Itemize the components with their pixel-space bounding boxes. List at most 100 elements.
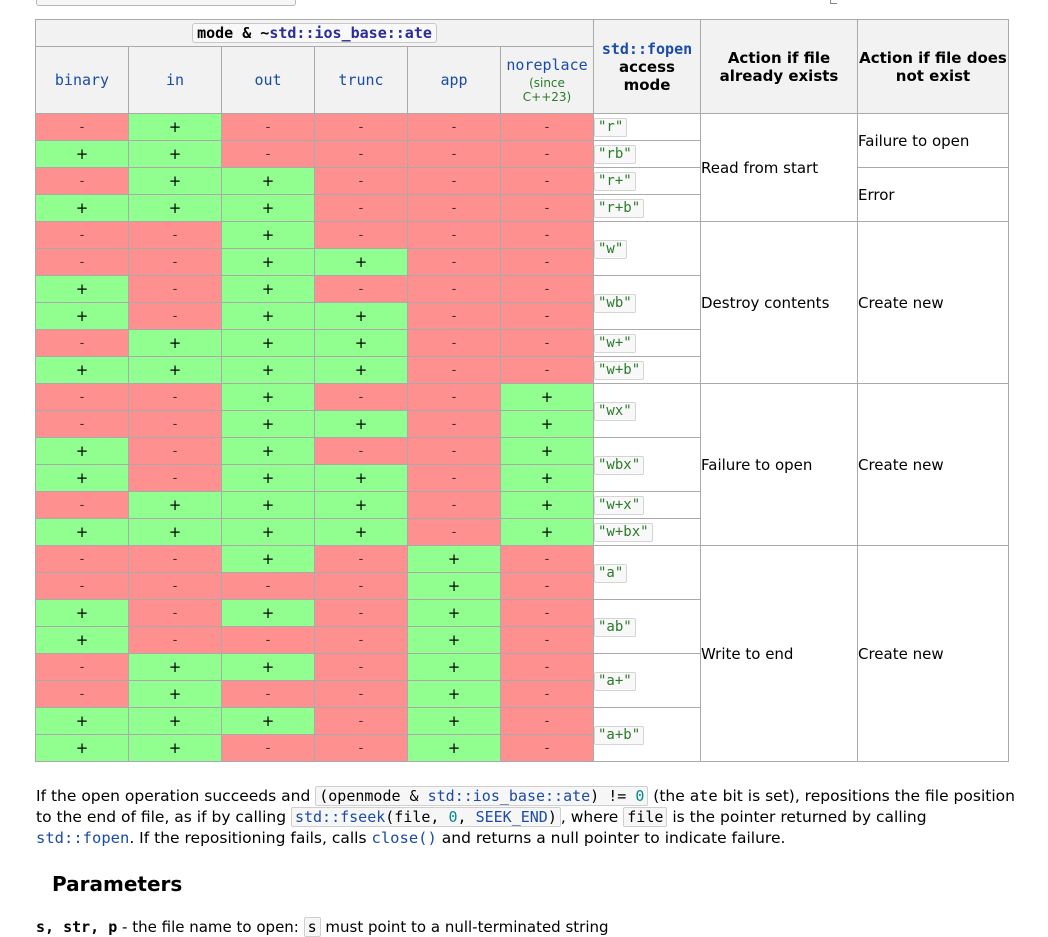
action-exists-cell: Read from start: [700, 113, 858, 222]
flag-cell-in: -: [128, 302, 222, 330]
flag-cell-trunc: -: [314, 140, 408, 168]
flag-cell-trunc: -: [314, 194, 408, 222]
seek-end-link[interactable]: SEEK_END: [475, 808, 548, 826]
parameter-desc-rest: must point to a null-terminated string: [320, 918, 609, 936]
flag-cell-trunc: +: [314, 356, 408, 384]
flag-cell-binary: +: [35, 626, 129, 654]
flag-cell-in: +: [128, 518, 222, 546]
flag-header-noreplace[interactable]: noreplace (since C++23): [500, 46, 594, 114]
fopen-mode-cell: "ab": [593, 599, 701, 654]
flag-cell-binary: +: [35, 518, 129, 546]
flag-cell-app: -: [407, 518, 501, 546]
table-body: - + - - - - "r" Read from start Failure to open +…: [35, 113, 1009, 762]
flag-cell-out: +: [221, 599, 315, 627]
flag-cell-trunc: -: [314, 383, 408, 411]
flag-cell-trunc: +: [314, 248, 408, 276]
flag-cell-out: +: [221, 221, 315, 249]
flag-cell-trunc: +: [314, 302, 408, 330]
flag-cell-in: +: [128, 194, 222, 222]
flag-header-binary[interactable]: binary: [35, 46, 129, 114]
fopen-mode-cell: "r+": [593, 167, 701, 195]
flag-cell-out: -: [221, 734, 315, 762]
flag-header-out[interactable]: out: [221, 46, 315, 114]
flag-cell-app: -: [407, 140, 501, 168]
flag-cell-in: -: [128, 275, 222, 303]
fopen-mode-cell: "r": [593, 113, 701, 141]
para-text-7: and returns a null pointer to indicate f…: [436, 829, 786, 847]
table-row: + + - - + -: [35, 734, 1009, 762]
fopen-mode-string: "wbx": [594, 455, 645, 475]
since-version: C++23): [522, 90, 572, 104]
table-row: - - + - - + "wx" Failure to open Create new: [35, 383, 1009, 546]
flag-cell-in: -: [128, 545, 222, 573]
fopen-mode-string: "w": [594, 239, 628, 259]
fopen-mode-string: "r": [594, 118, 628, 137]
flag-cell-out: +: [221, 167, 315, 195]
fopen-mode-string: "a": [594, 563, 628, 583]
flag-cell-binary: -: [35, 653, 129, 681]
table-row: + - - - + -: [35, 626, 1009, 654]
flag-header-trunc[interactable]: trunc: [314, 46, 408, 114]
flag-cell-in: -: [128, 221, 222, 249]
flag-cell-in: +: [128, 140, 222, 168]
fopen-mode-string: "r+b": [594, 199, 645, 218]
flag-cell-binary: +: [35, 194, 129, 222]
fopen-mode-header: std::fopen access mode: [593, 19, 701, 114]
flag-cell-binary: +: [35, 356, 129, 384]
fopen-link[interactable]: std::fopen: [601, 39, 693, 58]
close-link[interactable]: close(): [371, 829, 437, 847]
flag-cell-binary: -: [35, 572, 129, 600]
flag-cell-in: -: [128, 437, 222, 465]
flag-cell-binary: -: [35, 248, 129, 276]
flag-cell-out: +: [221, 383, 315, 411]
table-row: - - - - + -: [35, 572, 1009, 600]
inline-code-openmode: (openmode & std::ios_base::ate) != 0: [315, 786, 649, 806]
flag-cell-in: +: [128, 653, 222, 681]
since-label: (since: [529, 76, 565, 90]
flag-cell-out: +: [221, 194, 315, 222]
flag-header-app[interactable]: app: [407, 46, 501, 114]
flag-cell-binary: -: [35, 383, 129, 411]
flag-cell-binary: -: [35, 491, 129, 519]
flag-cell-out: -: [221, 680, 315, 708]
noreplace-label[interactable]: noreplace: [506, 56, 588, 74]
fopen-mode-cell: "w+": [593, 329, 701, 357]
flag-cell-in: -: [128, 464, 222, 492]
action-not-exist-cell: Error: [857, 167, 1009, 222]
flag-cell-app: -: [407, 275, 501, 303]
table-row: + - + + - +: [35, 464, 1009, 492]
flag-cell-trunc: +: [314, 518, 408, 546]
flag-cell-out: +: [221, 545, 315, 573]
fseek-link[interactable]: std::fseek: [294, 808, 386, 826]
fopen-mode-string: "a+": [594, 671, 636, 691]
flag-cell-binary: -: [35, 221, 129, 249]
flag-cell-binary: -: [35, 167, 129, 195]
previous-code-box-fragment: [36, 0, 296, 6]
table-row: + + + - + - "a+b": [35, 707, 1009, 762]
table-row: + + + + - - "w+b": [35, 356, 1009, 384]
flag-cell-trunc: -: [314, 113, 408, 141]
flag-cell-app: -: [407, 167, 501, 195]
code-part: ) !=: [590, 787, 636, 805]
flag-cell-binary: +: [35, 599, 129, 627]
fopen-paragraph-link[interactable]: std::fopen: [36, 829, 130, 847]
flag-cell-in: +: [128, 491, 222, 519]
flag-cell-noreplace: -: [500, 194, 594, 222]
flag-cell-out: +: [221, 491, 315, 519]
code-part: ,: [457, 808, 476, 826]
flag-cell-noreplace: -: [500, 680, 594, 708]
flag-cell-trunc: -: [314, 167, 408, 195]
table-row: + + - - - - "rb": [35, 140, 1009, 168]
action-exists-cell: Destroy contents: [700, 221, 858, 384]
flag-cell-app: -: [407, 302, 501, 330]
flag-cell-noreplace: -: [500, 221, 594, 249]
flag-cell-noreplace: -: [500, 113, 594, 141]
fopen-mode-text: access mode: [619, 57, 675, 94]
fopen-mode-cell: "a": [593, 545, 701, 600]
flag-header-in[interactable]: in: [128, 46, 222, 114]
action-exists-header: Action if file already exists: [700, 19, 858, 114]
flag-cell-noreplace: +: [500, 518, 594, 546]
flag-cell-trunc: +: [314, 410, 408, 438]
fopen-mode-cell: "wx": [593, 383, 701, 438]
parameter-dash: -: [117, 918, 133, 936]
